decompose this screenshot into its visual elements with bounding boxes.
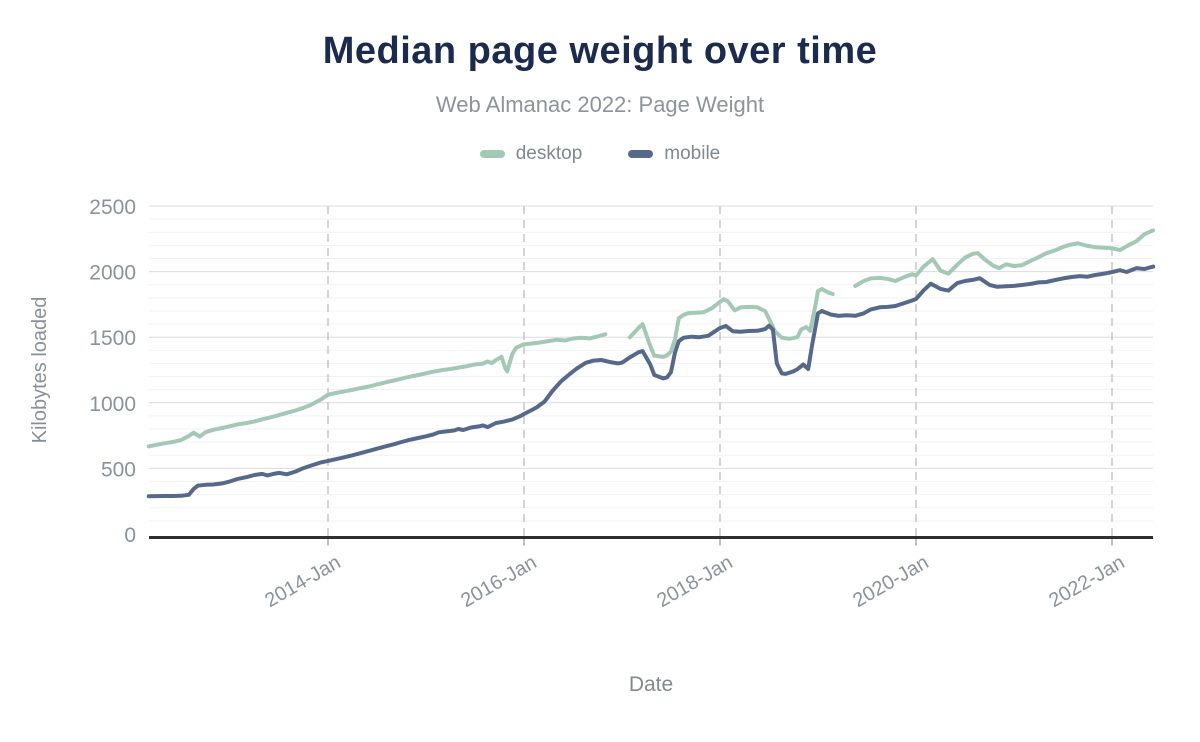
x-axis-title: Date	[628, 673, 674, 696]
x-tick-label: 2020-Jan	[849, 551, 932, 612]
y-tick-label: 0	[124, 524, 136, 547]
y-tick-label: 1500	[89, 327, 136, 350]
legend-swatch-desktop	[479, 150, 505, 158]
legend-item-desktop[interactable]: desktop	[479, 143, 583, 165]
x-tick-label: 2018-Jan	[653, 551, 736, 612]
legend-item-mobile[interactable]: mobile	[628, 143, 720, 165]
chart-title: Median page weight over time	[322, 30, 878, 72]
chart-subtitle: Web Almanac 2022: Page Weight	[435, 92, 765, 117]
y-axis-title: Kilobytes loaded	[29, 297, 51, 444]
y-tick-label: 2500	[89, 196, 136, 219]
series-line-mobile[interactable]	[146, 264, 1156, 499]
y-tick-label: 2000	[89, 262, 136, 285]
x-tick-label: 2022-Jan	[1045, 551, 1128, 612]
series-line-desktop[interactable]	[146, 228, 1156, 449]
legend-label: desktop	[515, 143, 583, 164]
x-tick-label: 2016-Jan	[457, 551, 540, 612]
legend-swatch-mobile	[628, 150, 654, 158]
y-tick-label: 1000	[89, 393, 136, 416]
chart-legend: desktop mobile	[0, 143, 1200, 165]
legend-label: mobile	[664, 143, 721, 164]
x-tick-label: 2014-Jan	[261, 551, 344, 612]
y-tick-label: 500	[101, 458, 136, 481]
